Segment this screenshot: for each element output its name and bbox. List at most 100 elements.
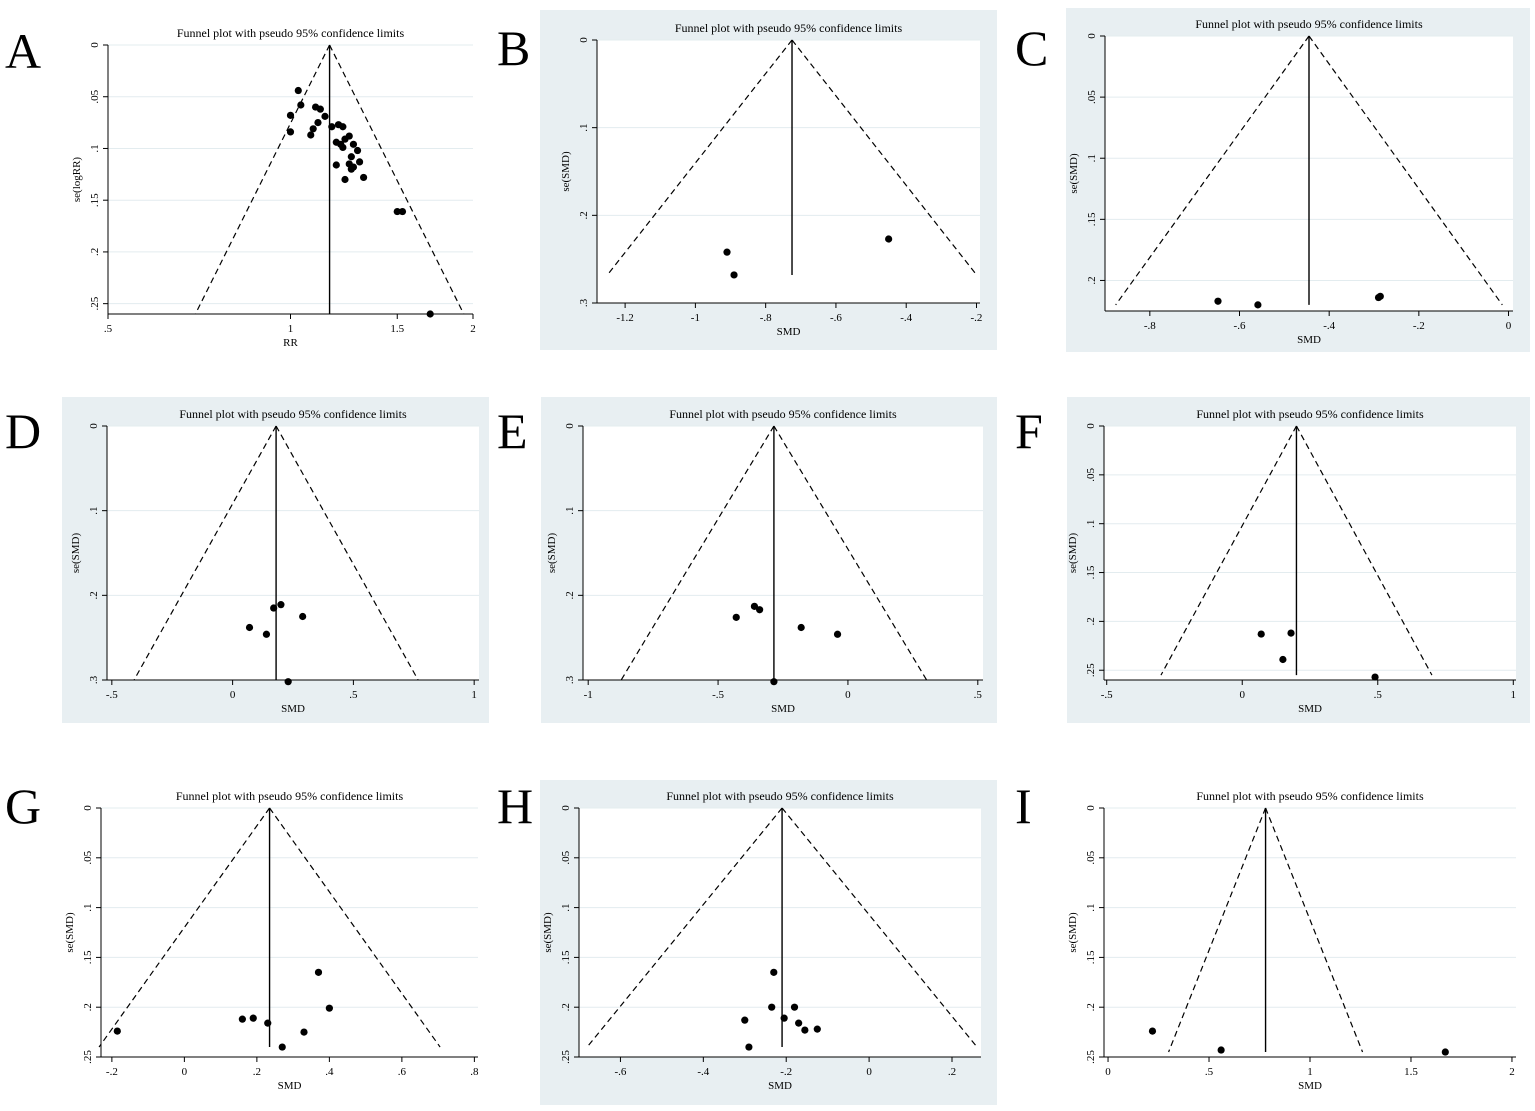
study-point — [1217, 1046, 1225, 1054]
y-tick-label: .05 — [1086, 90, 1098, 104]
study-point — [297, 101, 305, 109]
y-tick-label: .1 — [1085, 520, 1097, 528]
lower-confidence-limit — [1115, 35, 1310, 306]
y-tick-label: 0 — [1085, 423, 1097, 429]
plot-area — [107, 426, 479, 680]
upper-confidence-limit — [1265, 807, 1364, 1053]
x-tick-label: 0 — [866, 1066, 872, 1078]
study-point — [345, 132, 353, 140]
study-point — [325, 1004, 333, 1012]
study-point — [353, 146, 362, 155]
panel-b: 0 .1 .2 .3 -1.2 -1 -.8 -.6 -.4 -.2 SMD se(SMD) Funne… — [497, 10, 997, 350]
y-tick-label: .15 — [1086, 212, 1098, 226]
study-point — [398, 207, 407, 216]
y-tick-label: .25 — [1085, 663, 1097, 677]
study-point — [328, 123, 336, 131]
plot-area — [1104, 426, 1516, 680]
x-tick-label: 0 — [230, 689, 236, 701]
x-tick-label: 1 — [288, 323, 294, 335]
chart-title: Funnel plot with pseudo 95% confidence l… — [176, 789, 404, 803]
y-tick-label: .15 — [89, 193, 101, 207]
lower-confidence-limit — [586, 807, 783, 1048]
chart-title: Funnel plot with pseudo 95% confidence l… — [675, 21, 903, 35]
study-point — [801, 1026, 809, 1034]
panel-letter: G — [5, 778, 41, 834]
study-point — [741, 1016, 749, 1024]
y-tick-label: .1 — [82, 903, 94, 911]
panel-e: 0 .1 .2 .3 -1 -.5 0 .5 SMD se(SMD) Funnel plot wit… — [497, 397, 997, 723]
study-point — [813, 1025, 821, 1033]
x-tick-label: 2 — [470, 323, 476, 335]
y-tick-label: .2 — [82, 1003, 94, 1011]
y-tick-label: .1 — [564, 507, 576, 515]
y-tick-label: .3 — [88, 675, 100, 684]
study-point — [277, 601, 285, 609]
panel-letter: A — [5, 23, 41, 79]
y-tick-label: 0 — [560, 805, 572, 811]
study-point — [286, 128, 295, 136]
y-tick-label: .1 — [88, 507, 100, 515]
chart-title: Funnel plot with pseudo 95% confidence l… — [1196, 407, 1424, 421]
study-point — [309, 125, 317, 133]
study-point — [270, 604, 278, 612]
upper-confidence-limit — [1308, 35, 1503, 306]
plot-area — [101, 808, 478, 1057]
plot-area — [597, 40, 980, 303]
y-tick-label: .3 — [578, 298, 590, 307]
x-tick-label: -.2 — [780, 1066, 792, 1078]
study-point — [756, 606, 764, 614]
x-tick-label: -.8 — [1144, 320, 1156, 332]
study-point — [833, 630, 842, 638]
chart-title: Funnel plot with pseudo 95% confidence l… — [1196, 789, 1424, 803]
x-tick-label: 0 — [1239, 689, 1245, 701]
x-tick-label: -.6 — [1234, 320, 1246, 332]
study-point — [723, 248, 731, 256]
study-point — [321, 112, 329, 120]
y-tick-label: .2 — [578, 211, 590, 219]
y-axis-label: se(SMD) — [546, 533, 558, 574]
study-point — [278, 1043, 286, 1051]
study-point — [393, 207, 401, 216]
y-tick-label: .15 — [82, 950, 94, 964]
chart-title: Funnel plot with pseudo 95% confidence l… — [1195, 17, 1423, 31]
study-point — [770, 678, 778, 686]
x-axis-label: SMD — [1297, 334, 1321, 346]
panel-letter: E — [497, 403, 528, 459]
study-point — [316, 105, 324, 113]
study-point — [750, 602, 759, 610]
study-point — [286, 111, 295, 119]
x-axis-label: SMD — [1298, 1080, 1322, 1092]
study-point — [339, 143, 347, 152]
x-tick-label: 0 — [1506, 320, 1512, 332]
y-tick-label: 0 — [88, 423, 100, 429]
x-tick-label: -1 — [584, 689, 593, 701]
study-point — [245, 623, 254, 632]
study-point — [1376, 292, 1384, 300]
x-tick-label: 1.5 — [1404, 1066, 1418, 1078]
study-point — [299, 612, 307, 621]
study-point — [1148, 1027, 1157, 1035]
x-tick-label: -.6 — [830, 312, 842, 324]
y-tick-label: 0 — [1086, 33, 1098, 39]
y-tick-label: .15 — [1085, 950, 1097, 964]
x-tick-label: 1 — [1307, 1066, 1313, 1078]
study-point — [284, 678, 292, 686]
y-tick-label: 0 — [1085, 805, 1097, 811]
y-axis-label: se(SMD) — [64, 912, 76, 953]
x-axis-label: SMD — [281, 703, 305, 715]
y-tick-label: .25 — [82, 1050, 94, 1064]
study-point — [339, 123, 347, 131]
plot-area — [579, 808, 981, 1057]
chart-title: Funnel plot with pseudo 95% confidence l… — [666, 789, 894, 803]
x-axis-label: SMD — [777, 326, 801, 338]
y-axis-label: se(SMD) — [560, 151, 572, 192]
y-tick-label: .1 — [1085, 903, 1097, 911]
x-tick-label: -.6 — [614, 1066, 626, 1078]
x-tick-label: -1 — [691, 312, 700, 324]
study-point — [294, 86, 302, 95]
study-point — [307, 131, 315, 139]
study-point — [314, 968, 323, 976]
lower-confidence-limit — [194, 44, 331, 315]
x-tick-label: .4 — [325, 1066, 334, 1078]
y-axis-label: se(SMD) — [1068, 153, 1080, 194]
